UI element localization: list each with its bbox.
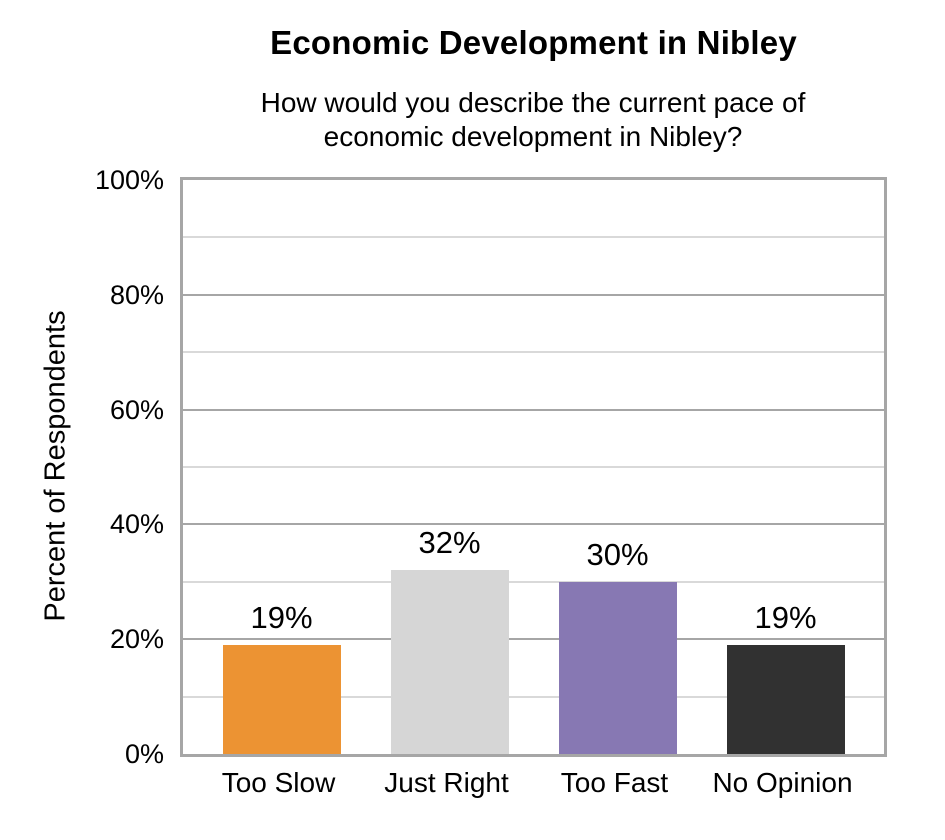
chart-subtitle-line-1: How would you describe the current pace … (260, 87, 806, 118)
x-axis-label-just-right: Just Right (384, 767, 509, 798)
bar-no-opinion (726, 644, 845, 754)
y-axis-title: Percent of Respondents (39, 310, 72, 622)
y-axis-tick-20: 20% (109, 624, 164, 655)
y-axis-tick-40: 40% (109, 509, 164, 540)
major-gridline (183, 523, 884, 526)
minor-gridline (183, 466, 884, 468)
minor-gridline (183, 236, 884, 239)
x-axis-label-too-slow: Too Slow (221, 767, 336, 798)
y-axis-tick-100: 100% (94, 165, 164, 195)
bar-too-slow (222, 644, 341, 754)
y-axis-tick-80: 80% (109, 279, 164, 310)
bar-just-right (390, 570, 509, 754)
minor-gridline (183, 351, 884, 354)
minor-gridline (183, 580, 884, 583)
major-gridline (183, 638, 884, 641)
bar-value-label-too-slow: 19% (244, 599, 319, 637)
bar-value-label-no-opinion: 19% (748, 599, 823, 637)
bar-too-fast (558, 581, 677, 754)
major-gridline (183, 293, 884, 296)
x-axis-label-too-fast: Too Fast (560, 767, 669, 798)
chart-subtitle: How would you describe the current pace … (143, 86, 923, 154)
major-gridline (183, 408, 884, 411)
bar-value-label-just-right: 32% (412, 525, 487, 563)
chart-subtitle-line-2: economic development in Nibley? (323, 121, 743, 152)
plot-area: 19% 32% 30% 19% (180, 177, 887, 757)
y-axis-tick-0: 0% (124, 739, 164, 769)
y-axis-tick-60: 60% (109, 394, 164, 425)
chart-title: Economic Development in Nibley (270, 24, 797, 61)
bar-value-label-too-fast: 30% (580, 536, 655, 574)
x-axis-label-no-opinion: No Opinion (712, 767, 853, 798)
